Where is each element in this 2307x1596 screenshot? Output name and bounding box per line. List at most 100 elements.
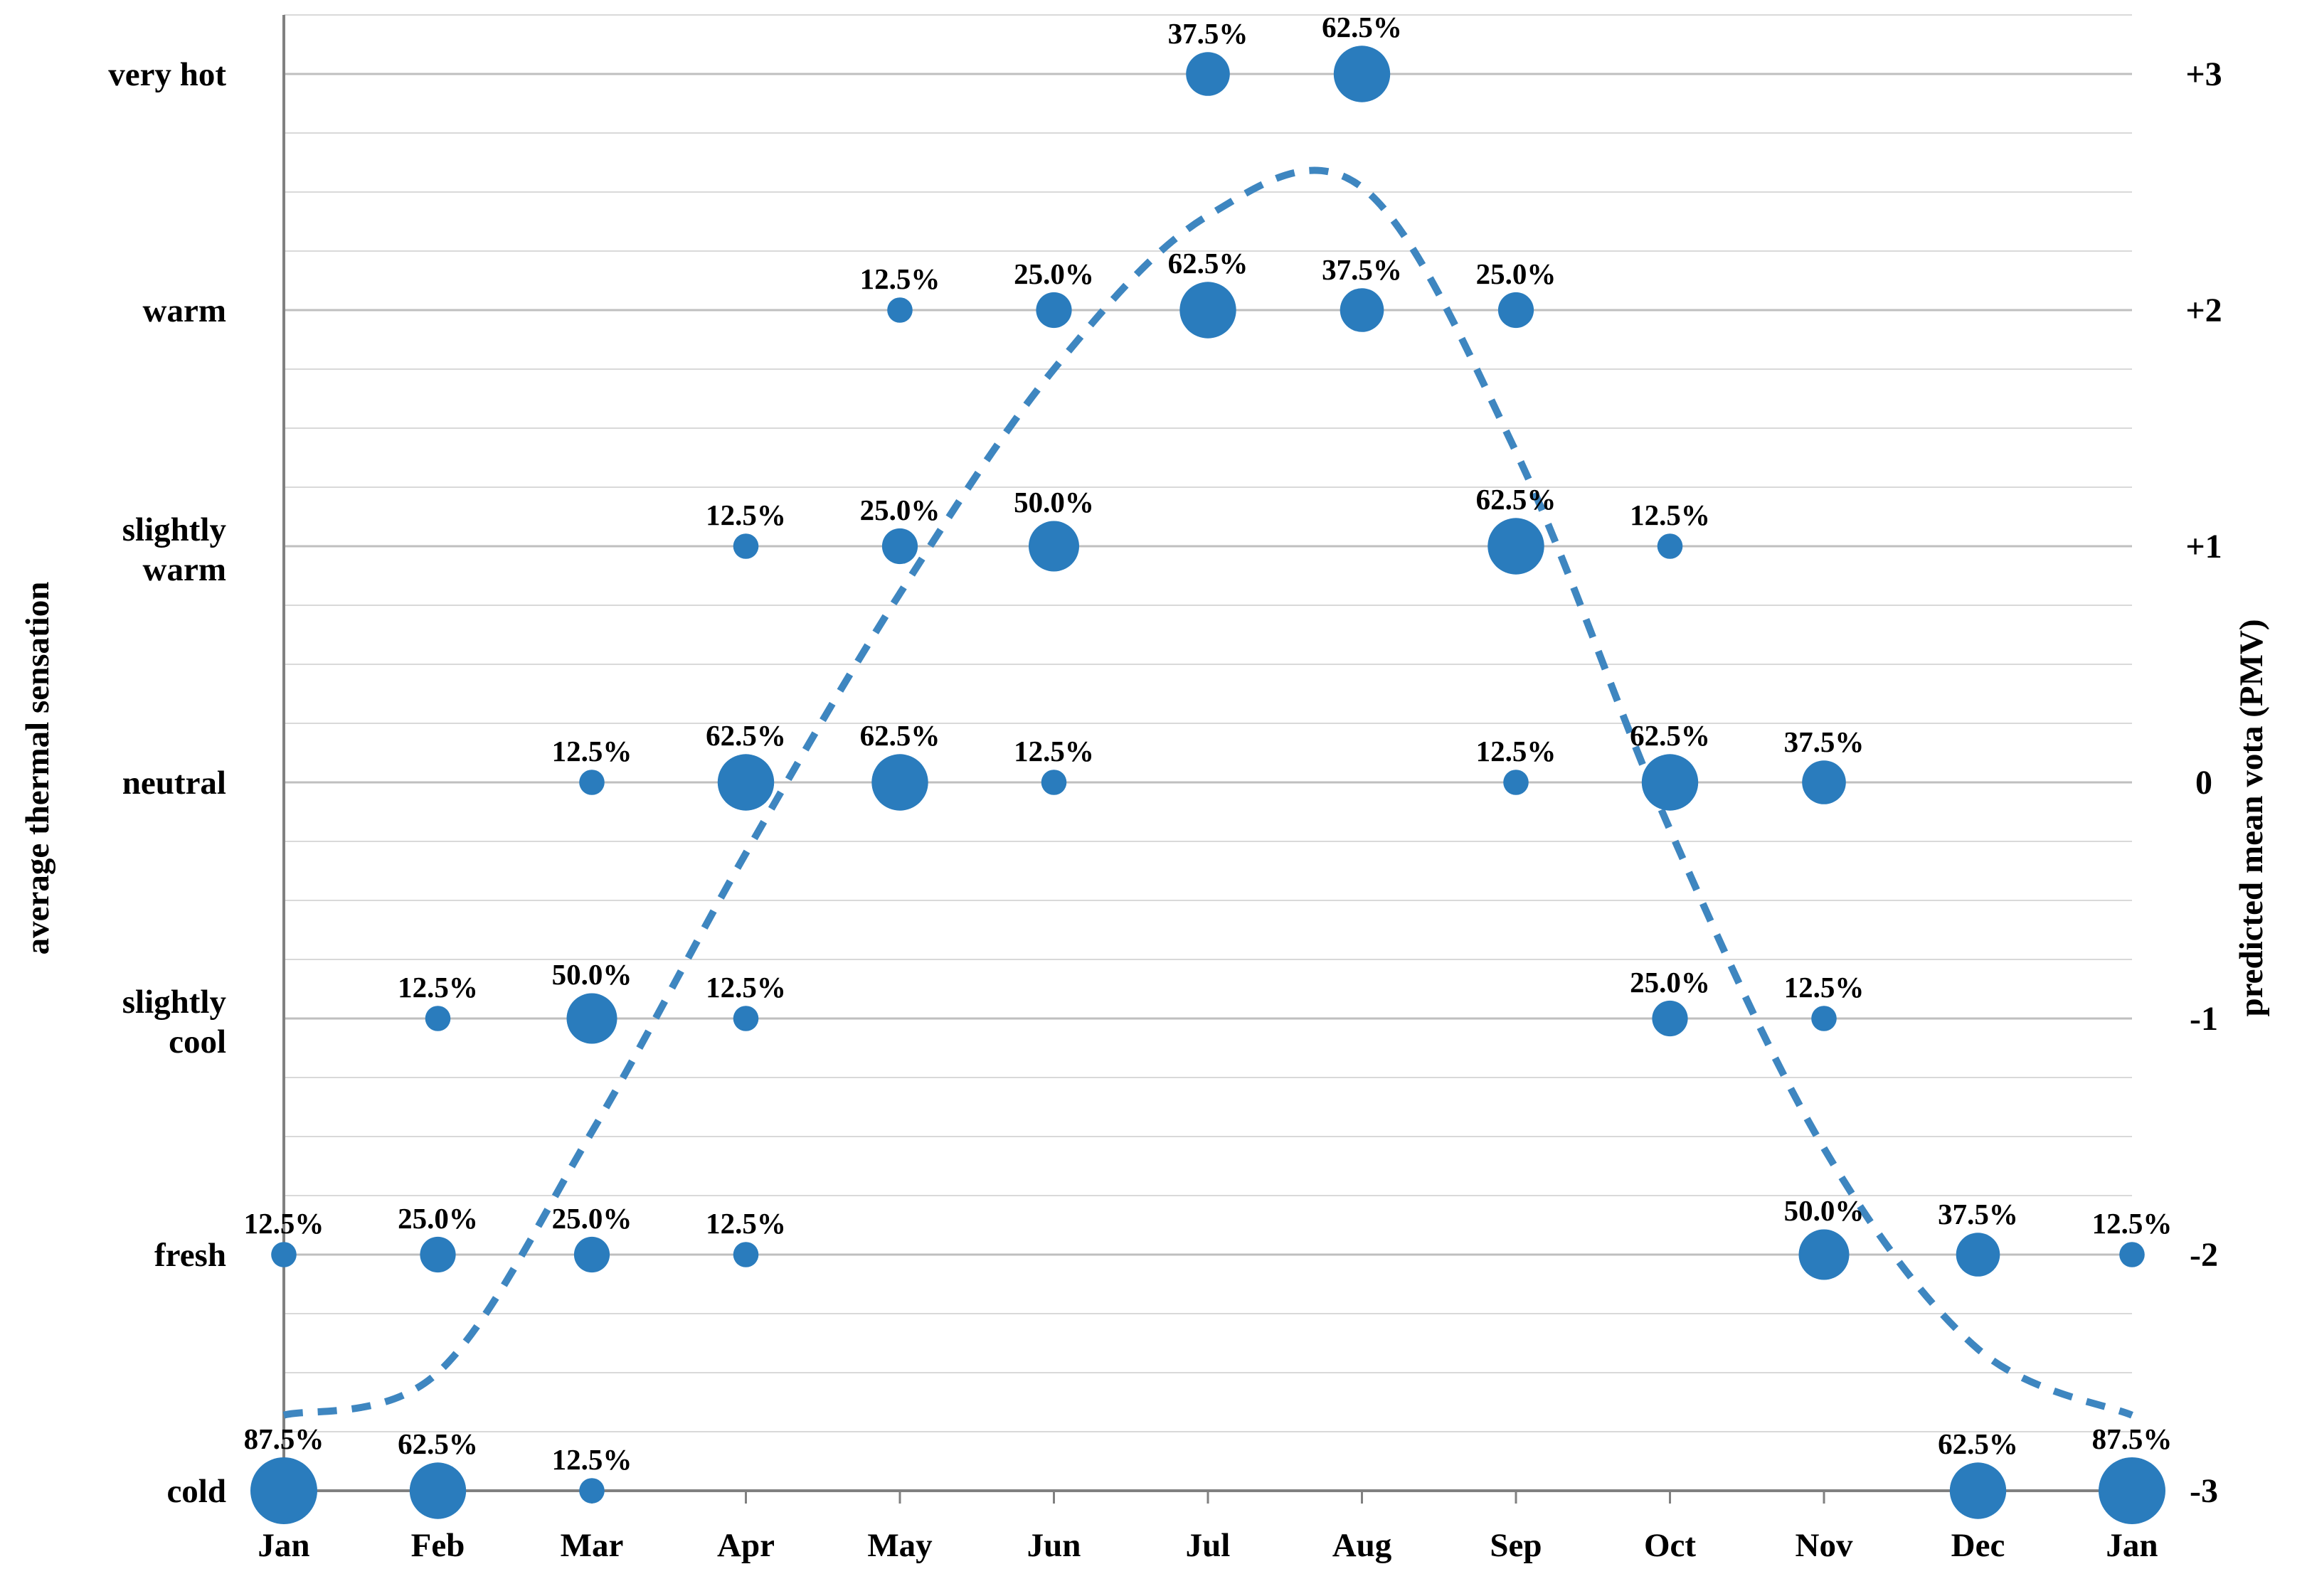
bubble-aug-very-hot bbox=[1333, 46, 1391, 102]
bubble-sep-warm bbox=[1497, 292, 1534, 329]
bubble-dec-fresh bbox=[1956, 1233, 2000, 1277]
pmv-tick-labels: +3 +2 +1 0 -1 -2 -3 bbox=[2185, 55, 2222, 1510]
month-label-jun-5: Jun bbox=[1027, 1527, 1081, 1564]
bubble-percent-label: 87.5% bbox=[2092, 1422, 2173, 1455]
bubble-percent-label: 12.5% bbox=[552, 1443, 632, 1476]
month-label-jan-12: Jan bbox=[2106, 1527, 2158, 1564]
pmv-tick-label: +2 bbox=[2185, 292, 2222, 329]
category-label: warm bbox=[143, 292, 226, 329]
right-axis-title: predicted mean vota (PMV) bbox=[2233, 619, 2270, 1016]
bubble-may-neutral bbox=[871, 754, 928, 811]
bubble-percent-label: 12.5% bbox=[244, 1207, 324, 1240]
category-label: very hot bbox=[108, 56, 226, 93]
bubble-percent-label: 50.0% bbox=[1014, 486, 1094, 518]
bubble-percent-label: 12.5% bbox=[398, 971, 478, 1004]
bubble-oct-slightly-cool bbox=[1652, 1000, 1688, 1037]
month-label-may-4: May bbox=[867, 1527, 933, 1564]
bubble-dec-cold bbox=[1949, 1462, 2007, 1519]
bubble-percent-label: 62.5% bbox=[1168, 247, 1248, 280]
month-label-feb-1: Feb bbox=[411, 1527, 465, 1564]
bubble-nov-neutral bbox=[1802, 760, 1846, 804]
bubble-percent-label: 62.5% bbox=[398, 1427, 478, 1460]
bubble-percent-label: 12.5% bbox=[706, 1207, 786, 1240]
bubble-percent-label: 50.0% bbox=[1784, 1194, 1865, 1227]
pmv-tick-label: +1 bbox=[2185, 528, 2222, 565]
bubble-percent-label: 37.5% bbox=[1784, 725, 1865, 758]
bubble-mar-neutral bbox=[579, 770, 605, 795]
bubble-may-slightly-warm bbox=[881, 528, 918, 565]
pmv-tick-label: -3 bbox=[2190, 1472, 2218, 1510]
bubble-percent-label: 12.5% bbox=[1476, 735, 1556, 767]
pmv-curve-path bbox=[282, 166, 2133, 1419]
bubble-percent-label: 12.5% bbox=[860, 262, 940, 295]
axis-titles: average thermal sensation predicted mean … bbox=[19, 582, 2270, 1017]
bubble-percent-label: 25.0% bbox=[552, 1202, 632, 1235]
bubble-percent-label: 12.5% bbox=[1630, 499, 1710, 531]
bubble-feb-cold bbox=[409, 1462, 467, 1519]
frequency-bubbles bbox=[250, 46, 2165, 1524]
category-label: cold bbox=[166, 1473, 226, 1510]
category-label: cool bbox=[169, 1023, 226, 1060]
bubble-may-warm bbox=[887, 297, 913, 323]
pmv-tick-label: +3 bbox=[2185, 55, 2222, 93]
month-label-aug-7: Aug bbox=[1332, 1527, 1392, 1564]
bubble-percent-label: 62.5% bbox=[1476, 483, 1556, 516]
bubble-percent-label: 25.0% bbox=[398, 1202, 478, 1235]
pmv-tick-label: -2 bbox=[2190, 1236, 2218, 1274]
bubble-percent-label: 25.0% bbox=[860, 494, 940, 526]
bubble-percent-label: 25.0% bbox=[1476, 257, 1556, 290]
month-label-jul-6: Jul bbox=[1186, 1527, 1231, 1564]
pmv-tick-label: 0 bbox=[2195, 764, 2212, 802]
bubble-percent-label: 87.5% bbox=[244, 1422, 324, 1455]
bubble-percent-label: 12.5% bbox=[1784, 971, 1865, 1004]
bubble-apr-fresh bbox=[733, 1242, 759, 1267]
bubble-apr-slightly-cool bbox=[733, 1006, 759, 1031]
month-label-mar-2: Mar bbox=[561, 1527, 624, 1564]
bubble-jul-warm bbox=[1179, 282, 1236, 339]
sensation-category-labels: very hotwarmslightlywarmneutralslightlyc… bbox=[108, 56, 226, 1510]
pmv-tick-label: -1 bbox=[2190, 1000, 2218, 1038]
bubble-percent-label: 12.5% bbox=[706, 971, 786, 1004]
pmv-dashed-curve bbox=[282, 166, 2133, 1419]
month-label-oct-9: Oct bbox=[1644, 1527, 1696, 1564]
month-label-dec-11: Dec bbox=[1951, 1527, 2005, 1564]
bubble-sep-slightly-warm bbox=[1487, 518, 1544, 575]
bubble-feb-slightly-cool bbox=[425, 1006, 451, 1031]
bubble-percent-labels: 37.5% 62.5% 12.5% 25.0% 62.5% 37.5% 25.0% 12.5%… bbox=[244, 11, 2173, 1476]
bubble-nov-slightly-cool bbox=[1811, 1006, 1837, 1031]
bubble-percent-label: 25.0% bbox=[1014, 257, 1094, 290]
bubble-jun-warm bbox=[1036, 292, 1072, 329]
bubble-percent-label: 12.5% bbox=[1014, 735, 1094, 767]
bubble-aug-warm bbox=[1340, 288, 1384, 332]
bubble-percent-label: 62.5% bbox=[1630, 719, 1710, 752]
bubble-apr-neutral bbox=[717, 754, 775, 811]
bubble-percent-label: 37.5% bbox=[1168, 17, 1248, 50]
bubble-percent-label: 62.5% bbox=[860, 719, 940, 752]
bubble-jul-very-hot bbox=[1186, 52, 1230, 96]
month-label-nov-10: Nov bbox=[1796, 1527, 1853, 1564]
category-label: slightly bbox=[122, 511, 227, 548]
bubble-apr-slightly-warm bbox=[733, 533, 759, 559]
bubble-percent-label: 37.5% bbox=[1938, 1198, 2018, 1230]
bubble-nov-fresh bbox=[1798, 1229, 1850, 1280]
bubble-percent-label: 50.0% bbox=[552, 958, 632, 991]
bubble-feb-fresh bbox=[420, 1236, 456, 1273]
month-axis-labels: Jan Feb Mar Apr May Jun Jul Aug Sep Oct Nov Dec Jan bbox=[258, 1527, 2158, 1564]
bubble-jan-fresh bbox=[2119, 1242, 2145, 1267]
category-label: fresh bbox=[154, 1237, 226, 1274]
bubble-percent-label: 12.5% bbox=[706, 499, 786, 531]
month-label-jan-0: Jan bbox=[258, 1527, 309, 1564]
bubble-percent-label: 12.5% bbox=[552, 735, 632, 767]
category-label: warm bbox=[143, 551, 226, 588]
bubble-percent-label: 12.5% bbox=[2092, 1207, 2173, 1240]
bubble-jun-slightly-warm bbox=[1029, 521, 1079, 572]
bubble-percent-label: 62.5% bbox=[1938, 1427, 2018, 1460]
left-axis-title: average thermal sensation bbox=[19, 582, 56, 955]
month-label-sep-8: Sep bbox=[1490, 1527, 1542, 1564]
bubble-jun-neutral bbox=[1041, 770, 1067, 795]
bubble-oct-slightly-warm bbox=[1657, 533, 1683, 559]
month-label-apr-3: Apr bbox=[717, 1527, 775, 1564]
bubble-percent-label: 62.5% bbox=[706, 719, 786, 752]
bubble-oct-neutral bbox=[1641, 754, 1699, 811]
